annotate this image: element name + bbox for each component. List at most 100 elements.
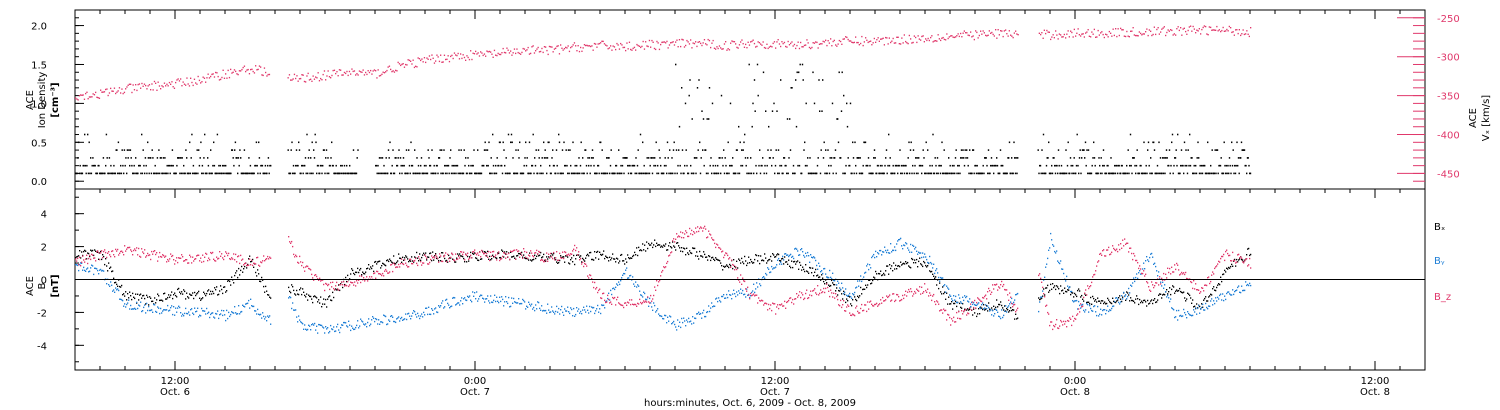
b-point-by <box>429 313 431 315</box>
density-point <box>294 172 296 175</box>
b-point-bx <box>633 254 635 257</box>
b-point-by <box>180 312 182 314</box>
b-point-bx <box>291 284 293 286</box>
b-point-bx <box>252 258 254 261</box>
density-point <box>604 172 606 175</box>
b-point-by <box>959 297 961 299</box>
density-point <box>210 149 212 151</box>
density-point <box>891 172 894 175</box>
b-point-bx <box>1218 283 1220 285</box>
density-point <box>243 172 245 175</box>
density-point <box>1217 172 1219 175</box>
vx-point <box>1120 27 1122 30</box>
b-point-by <box>400 317 402 320</box>
b-point-by <box>375 318 377 320</box>
vx-point <box>857 41 859 44</box>
b-point-by <box>173 306 175 308</box>
density-point <box>593 164 595 167</box>
density-point <box>209 172 211 175</box>
b-point-by <box>157 306 159 308</box>
density-point <box>524 157 526 159</box>
b-point-bx <box>736 260 738 262</box>
density-point <box>101 172 103 175</box>
density-point <box>820 149 822 151</box>
b-point-bx <box>601 254 603 256</box>
vx-point <box>885 36 887 39</box>
density-point <box>624 157 626 159</box>
density-point <box>1206 172 1208 175</box>
b-point-by <box>625 269 627 271</box>
b-point-by <box>891 251 893 253</box>
density-point <box>913 172 915 175</box>
vx-point <box>965 32 967 34</box>
b-point-bx <box>697 255 699 257</box>
vx-point <box>440 54 442 56</box>
density-point <box>258 157 261 159</box>
b-point-by <box>941 277 943 279</box>
b-point-bx <box>626 261 628 263</box>
b-point-by <box>929 255 931 258</box>
top-ytick-label-left: 0.0 <box>31 177 47 188</box>
b-point-by <box>902 248 904 250</box>
vx-point <box>415 65 417 67</box>
vx-point <box>473 53 476 55</box>
density-point <box>881 164 883 167</box>
b-point-bz <box>99 258 101 261</box>
b-point-by <box>1169 300 1171 303</box>
b-point-bx <box>229 280 231 283</box>
density-point <box>1124 172 1126 175</box>
density-point <box>91 164 93 167</box>
vx-point <box>696 45 698 48</box>
density-point <box>378 157 381 159</box>
vx-point <box>336 71 338 73</box>
b-point-bz <box>204 256 206 258</box>
density-point <box>438 157 440 159</box>
density-point <box>530 172 532 175</box>
b-point-bz <box>235 253 237 256</box>
b-point-bx <box>811 272 813 274</box>
b-point-by <box>869 264 871 266</box>
b-point-bx <box>555 259 557 261</box>
density-point <box>810 172 812 175</box>
density-point <box>945 172 947 175</box>
density-point <box>1121 164 1123 167</box>
density-point <box>727 141 729 144</box>
b-point-bx <box>655 245 657 248</box>
b-point-bx <box>1052 283 1054 285</box>
b-point-bx <box>449 257 451 259</box>
density-point <box>553 164 555 167</box>
density-point <box>495 172 498 175</box>
b-point-bx <box>215 289 217 291</box>
vx-point <box>902 42 904 44</box>
b-point-bx <box>293 289 295 292</box>
vx-point <box>1045 32 1047 35</box>
vx-point <box>678 39 681 41</box>
b-point-by <box>1013 301 1015 304</box>
b-point-bz <box>290 242 292 244</box>
b-point-bx <box>996 299 998 301</box>
density-point <box>837 141 840 144</box>
b-point-bx <box>1053 286 1055 289</box>
vx-point <box>767 47 769 50</box>
b-point-by <box>1230 294 1232 296</box>
density-point <box>753 79 756 81</box>
b-point-by <box>762 276 764 279</box>
b-point-bx <box>303 291 305 293</box>
b-point-bx <box>292 286 294 288</box>
b-point-bx <box>790 266 792 269</box>
density-point <box>139 164 141 167</box>
b-point-bx <box>584 260 586 262</box>
b-point-by <box>646 298 648 301</box>
density-point <box>1193 164 1195 167</box>
b-point-bz <box>82 255 84 257</box>
density-point <box>251 172 253 175</box>
density-point <box>301 164 303 167</box>
vx-point <box>930 36 932 39</box>
b-point-by <box>656 309 658 312</box>
b-point-bx <box>77 255 79 258</box>
density-point <box>402 157 405 159</box>
b-point-bx <box>1011 309 1013 312</box>
b-point-bx <box>890 267 892 270</box>
vx-point <box>1133 34 1135 36</box>
vx-point <box>313 78 316 80</box>
